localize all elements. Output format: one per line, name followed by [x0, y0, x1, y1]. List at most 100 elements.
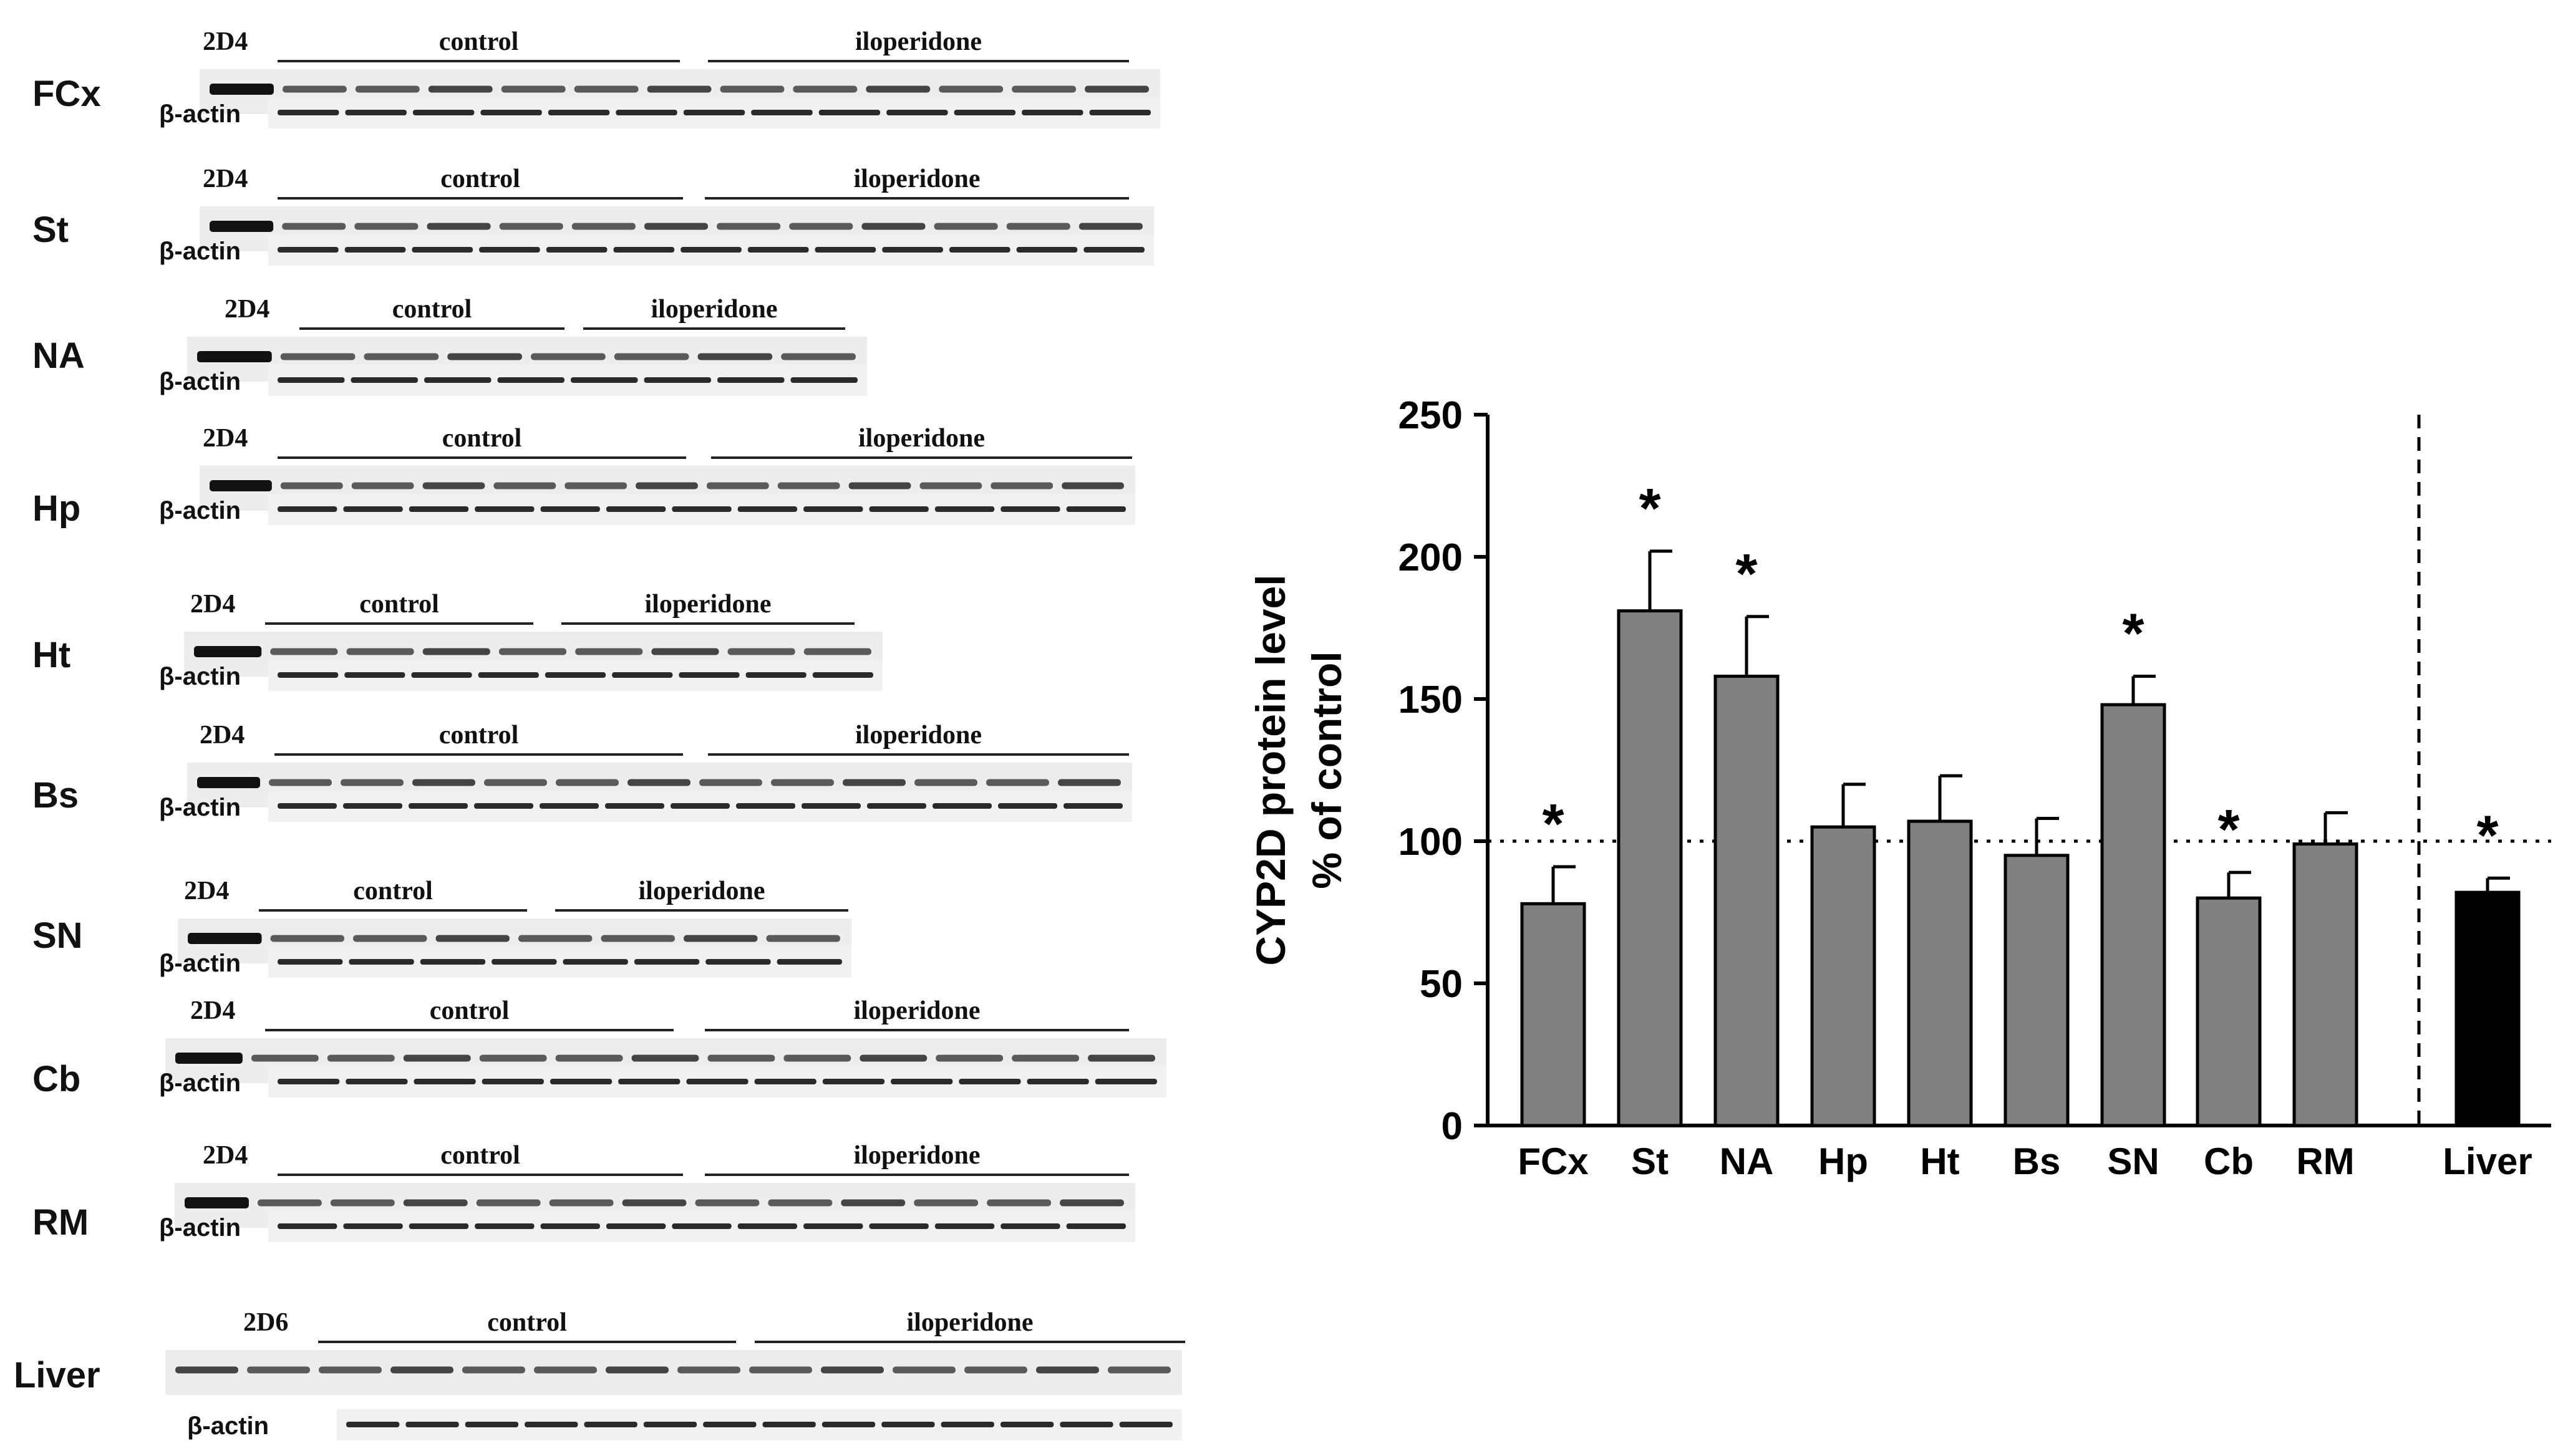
actin-band: [278, 110, 339, 115]
blot-row-rm: RM 2D4 control iloperidone β-actin: [32, 1141, 1135, 1243]
target-band: [699, 779, 762, 786]
actin-band: [679, 672, 740, 678]
x-tick-label-fcx: FCx: [1518, 1140, 1588, 1182]
target-band: [627, 779, 690, 786]
actin-band: [278, 803, 337, 809]
target-band: [964, 1366, 1027, 1374]
actin-band: [869, 1223, 929, 1229]
actin-band: [540, 1223, 600, 1229]
actin-band: [882, 247, 943, 253]
target-band: [1012, 1054, 1080, 1062]
bar-ht: [1907, 819, 1973, 1127]
actin-band: [1119, 1422, 1173, 1427]
loading-control-label: β-actin: [159, 100, 241, 128]
target-band: [531, 353, 606, 360]
actin-band: [540, 506, 600, 512]
actin-band: [683, 110, 745, 115]
target-band: [986, 779, 1049, 786]
target-band: [793, 85, 858, 93]
actin-band: [949, 247, 1010, 253]
actin-band: [571, 377, 638, 383]
target-band: [197, 777, 260, 788]
actin-band: [869, 506, 929, 512]
actin-band: [1083, 247, 1145, 253]
target-band: [622, 1199, 687, 1207]
actin-band: [815, 247, 876, 253]
y-axis-label: CYP2D protein level: [1248, 574, 1294, 965]
target-band: [175, 1366, 238, 1374]
loading-control-label: β-actin: [159, 1214, 241, 1241]
actin-band: [411, 672, 472, 678]
actin-band: [409, 506, 469, 512]
bar-fcx: [1520, 902, 1586, 1127]
iloperidone-label: iloperidone: [644, 590, 771, 619]
actin-band: [1089, 110, 1151, 115]
actin-band: [803, 1223, 863, 1229]
target-band: [939, 85, 1004, 93]
y-tick-label: 250: [1398, 394, 1463, 437]
actin-band: [475, 1223, 535, 1229]
actin-band: [465, 1422, 519, 1427]
actin-band: [1001, 1223, 1060, 1229]
loading-control-label: β-actin: [159, 1069, 241, 1097]
target-band: [194, 646, 262, 657]
tissue-label: Bs: [32, 775, 79, 816]
tissue-label: SN: [32, 915, 83, 956]
y-tick-label: 50: [1420, 963, 1463, 1006]
target-band: [270, 935, 344, 942]
target-band: [575, 648, 643, 655]
actin-band: [644, 377, 711, 383]
target-band: [354, 223, 419, 230]
actin-band: [409, 803, 468, 809]
actin-band: [545, 672, 606, 678]
y-tick-label: 100: [1398, 821, 1463, 864]
blot-row-fcx: FCx 2D4 control iloperidone β-actin: [32, 27, 1160, 128]
actin-band: [1016, 247, 1078, 253]
target-band: [706, 482, 769, 489]
blot-row-ht: Ht 2D4 control iloperidone β-actin: [32, 590, 883, 691]
target-band: [403, 1054, 471, 1062]
loading-control-label: β-actin: [159, 368, 241, 395]
tissue-label: Cb: [32, 1059, 80, 1099]
target-band: [991, 482, 1054, 489]
actin-band: [414, 1079, 476, 1084]
actin-band: [563, 959, 628, 965]
actin-band: [278, 1079, 340, 1084]
actin-band: [998, 803, 1057, 809]
actin-band: [934, 506, 995, 512]
actin-band: [672, 1223, 732, 1229]
target-band: [789, 223, 853, 230]
actin-band: [616, 110, 677, 115]
actin-band: [606, 506, 666, 512]
bar-cb: [2196, 896, 2262, 1127]
target-band: [257, 1199, 322, 1207]
significance-star-st: *: [1639, 478, 1660, 540]
control-label: control: [440, 1141, 520, 1170]
actin-band: [672, 506, 732, 512]
target-band: [390, 1366, 453, 1374]
actin-band: [475, 506, 535, 512]
y-axis-label-units: % of control: [1304, 651, 1350, 889]
loading-control-label: β-actin: [159, 794, 241, 821]
target-band: [403, 1199, 468, 1207]
target-band: [210, 221, 274, 232]
actin-band: [278, 959, 343, 965]
significance-star-sn: *: [2122, 603, 2144, 665]
target-band: [327, 1054, 395, 1062]
target-band: [861, 223, 926, 230]
blot-row-sn: SN 2D4 control iloperidone β-actin: [32, 877, 851, 978]
target-band: [936, 1054, 1004, 1062]
actin-band: [822, 1079, 885, 1084]
enzyme-label: 2D4: [203, 424, 248, 453]
target-band: [427, 223, 491, 230]
actin-band: [1022, 110, 1083, 115]
enzyme-label: 2D4: [203, 1141, 248, 1170]
actin-band: [278, 506, 337, 512]
tissue-label: St: [32, 210, 69, 250]
target-band: [866, 85, 931, 93]
actin-band: [736, 803, 795, 809]
actin-band: [278, 247, 339, 253]
actin-band: [424, 377, 492, 383]
target-band: [476, 1199, 541, 1207]
target-band: [197, 351, 272, 362]
